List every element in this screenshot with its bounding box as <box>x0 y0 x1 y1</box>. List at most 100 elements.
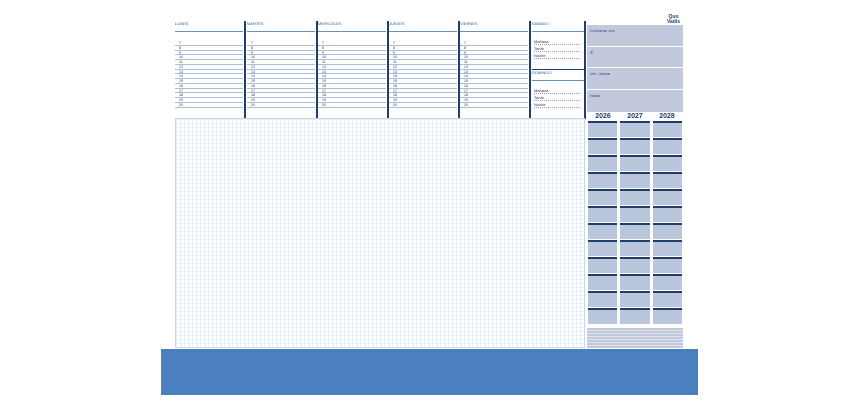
hour-row[interactable]: 11 <box>389 60 457 65</box>
quo-vadis-logo: Quo Vadis <box>666 14 681 25</box>
hour-row[interactable]: 17 <box>175 89 243 94</box>
slot-row[interactable]: Mañana <box>534 38 579 45</box>
hour-row[interactable]: 7 <box>460 41 528 46</box>
hour-row[interactable]: 17 <box>460 89 528 94</box>
month-block <box>620 223 650 239</box>
hour-row[interactable]: 18 <box>460 93 528 98</box>
hour-row[interactable]: 7 <box>389 41 457 46</box>
hour-row[interactable]: 9 <box>318 51 386 56</box>
hour-row[interactable]: 12 <box>389 65 457 70</box>
month-block <box>620 206 650 222</box>
hour-row[interactable]: 7 <box>247 41 315 46</box>
hour-row[interactable]: 16 <box>318 84 386 89</box>
hour-row[interactable]: 15 <box>318 79 386 84</box>
slot-row[interactable]: Noche <box>534 101 579 108</box>
day-name: VIERNES <box>460 21 478 26</box>
year-calendar: 2026 2027 2028 <box>587 112 683 348</box>
hour-row[interactable]: 10 <box>247 55 315 60</box>
hour-row[interactable]: 19 <box>175 98 243 103</box>
hour-row[interactable]: 16 <box>175 84 243 89</box>
hour-row[interactable]: 12 <box>247 65 315 70</box>
hour-row[interactable]: 19 <box>247 98 315 103</box>
hour-row[interactable]: 14 <box>318 74 386 79</box>
hour-row[interactable]: 14 <box>389 74 457 79</box>
hour-row[interactable]: 11 <box>247 60 315 65</box>
hour-row[interactable]: 14 <box>460 74 528 79</box>
hour-row[interactable]: 11 <box>460 60 528 65</box>
hour-row[interactable]: 8 <box>460 46 528 51</box>
slot-row[interactable]: Mañana <box>534 87 579 94</box>
hour-row[interactable]: 15 <box>460 79 528 84</box>
hour-row[interactable]: 11 <box>318 60 386 65</box>
day-name: DOMINGO <box>532 70 552 75</box>
hour-row[interactable]: 19 <box>460 98 528 103</box>
hour-row[interactable]: 15 <box>175 79 243 84</box>
hour-row[interactable]: 16 <box>247 84 315 89</box>
month-block <box>588 308 618 324</box>
hour-row[interactable]: 10 <box>318 55 386 60</box>
month-block <box>588 240 618 256</box>
hour-row[interactable]: 12 <box>318 65 386 70</box>
hour-row[interactable]: 13 <box>175 70 243 75</box>
hour-row[interactable]: 15 <box>247 79 315 84</box>
hour-row[interactable]: 14 <box>175 74 243 79</box>
hour-row[interactable]: 20 <box>247 103 315 108</box>
hour-row[interactable]: 20 <box>318 103 386 108</box>
hour-row[interactable]: 8 <box>389 46 457 51</box>
hour-row[interactable]: 10 <box>460 55 528 60</box>
hour-row[interactable]: 17 <box>389 89 457 94</box>
hour-row[interactable]: 20 <box>460 103 528 108</box>
hour-row[interactable]: 9 <box>460 51 528 56</box>
hour-row[interactable]: 18 <box>175 93 243 98</box>
hour-row[interactable]: 20 <box>175 103 243 108</box>
hour-row[interactable]: 10 <box>389 55 457 60</box>
graph-paper-area[interactable] <box>175 118 585 348</box>
hour-row[interactable]: 13 <box>389 70 457 75</box>
month-block <box>652 240 682 256</box>
calendar-notes <box>587 328 683 348</box>
day-name: MIERCOLES <box>318 21 342 26</box>
hour-row[interactable]: 11 <box>175 60 243 65</box>
day-name: MARTES <box>247 21 264 26</box>
slot-row[interactable]: Noche <box>534 52 579 59</box>
hour-row[interactable]: 17 <box>247 89 315 94</box>
hour-row[interactable]: 9 <box>175 51 243 56</box>
hour-row[interactable]: 9 <box>247 51 315 56</box>
hour-row[interactable]: 16 <box>389 84 457 89</box>
hour-row[interactable]: 18 <box>318 93 386 98</box>
hour-row[interactable]: 14 <box>247 74 315 79</box>
day-name: SABADO <box>532 21 549 26</box>
hour-row[interactable]: 18 <box>247 93 315 98</box>
hour-row[interactable]: 7 <box>318 41 386 46</box>
hour-row[interactable]: 12 <box>175 65 243 70</box>
slot-row[interactable]: Tarde <box>534 45 579 52</box>
hour-row[interactable]: 19 <box>318 98 386 103</box>
hour-row[interactable]: 8 <box>175 46 243 51</box>
day-name: JUEVES <box>389 21 405 26</box>
hour-row[interactable]: 20 <box>389 103 457 108</box>
hour-row[interactable]: 17 <box>318 89 386 94</box>
blue-base-bar <box>161 349 698 395</box>
hour-row[interactable]: 10 <box>175 55 243 60</box>
hour-row[interactable]: 12 <box>460 65 528 70</box>
month-block <box>620 291 650 307</box>
hour-row[interactable]: 9 <box>389 51 457 56</box>
hour-row[interactable]: 8 <box>318 46 386 51</box>
hour-row[interactable]: 8 <box>247 46 315 51</box>
month-block <box>620 274 650 290</box>
hour-row[interactable]: 18 <box>389 93 457 98</box>
month-block <box>620 308 650 324</box>
hour-row[interactable]: 7 <box>175 41 243 46</box>
hour-row[interactable]: 15 <box>389 79 457 84</box>
month-block <box>588 257 618 273</box>
hour-row[interactable]: 16 <box>460 84 528 89</box>
hour-row[interactable]: 13 <box>247 70 315 75</box>
hour-row[interactable]: 13 <box>318 70 386 75</box>
day-name: LUNES <box>175 21 189 26</box>
month-block <box>588 223 618 239</box>
month-block <box>620 257 650 273</box>
month-block <box>588 155 618 171</box>
hour-row[interactable]: 13 <box>460 70 528 75</box>
hour-row[interactable]: 19 <box>389 98 457 103</box>
slot-row[interactable]: Tarde <box>534 94 579 101</box>
